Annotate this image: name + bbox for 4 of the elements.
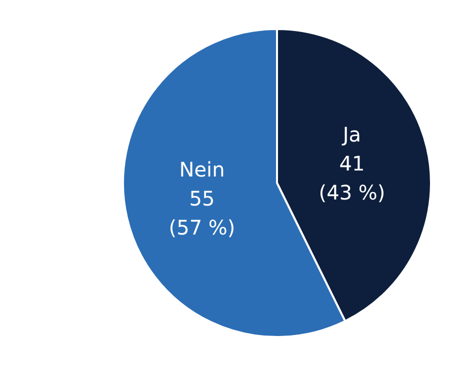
slice-label: Ja	[340, 122, 362, 147]
slice-label: Nein	[179, 158, 225, 182]
data-label: 55 (57 %)	[168, 186, 236, 240]
data-label: 41 (43 %)	[318, 152, 386, 205]
